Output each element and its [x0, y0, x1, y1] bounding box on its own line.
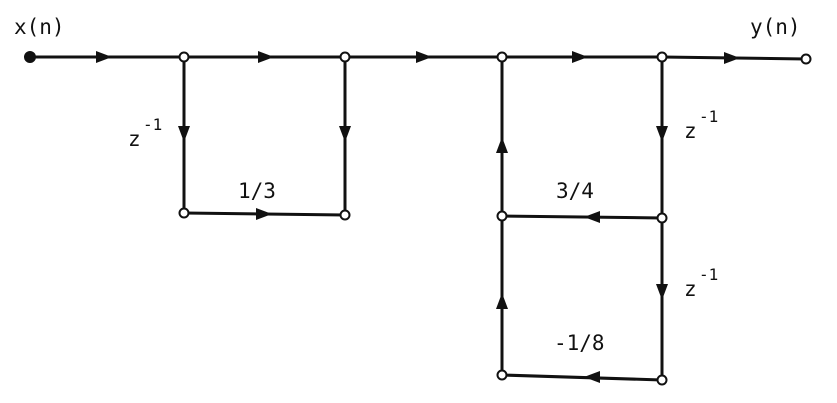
- arrow-down-1: [178, 126, 190, 142]
- arrow-down-3: [656, 126, 668, 142]
- output-label: y(n): [750, 15, 801, 39]
- node-n6: [339, 209, 351, 221]
- delay-label-second-a-base: z: [684, 119, 697, 143]
- coef-label-one-third: 1/3: [238, 179, 276, 203]
- node-n9: [656, 374, 668, 386]
- output-node: [800, 53, 812, 65]
- node-n10: [496, 369, 508, 381]
- arrow-right-6: [256, 208, 272, 220]
- delay-label-second-a-exp: -1: [699, 107, 718, 126]
- arrow-right-1: [96, 51, 112, 63]
- branch-coef-neg-one-eighth: [500, 373, 664, 382]
- arrow-right-5: [724, 52, 740, 64]
- delay-label-first-exp: -1: [143, 115, 162, 134]
- node-n3: [496, 51, 508, 63]
- delay-label-second-b-base: z: [684, 277, 697, 301]
- branch-coef-three-quarters: [500, 214, 664, 220]
- input-node: [24, 51, 36, 63]
- node-n2: [339, 51, 351, 63]
- coef-label-three-quarters: 3/4: [556, 179, 594, 203]
- delay-label-second-b-exp: -1: [699, 265, 718, 284]
- node-n8: [496, 210, 508, 222]
- node-n1: [178, 51, 190, 63]
- node-n5: [178, 207, 190, 219]
- node-n4: [656, 51, 668, 63]
- node-n7: [656, 212, 668, 224]
- arrow-down-4: [656, 284, 668, 300]
- arrow-up-2: [496, 293, 508, 309]
- arrow-left-2: [584, 371, 600, 383]
- arrow-up-1: [496, 137, 508, 153]
- arrow-right-4: [572, 51, 588, 63]
- coef-label-neg-one-eighth: -1/8: [554, 331, 605, 355]
- arrow-right-3: [416, 51, 432, 63]
- arrow-right-2: [258, 51, 274, 63]
- delay-label-first-base: z: [128, 127, 141, 151]
- arrow-left-1: [584, 211, 600, 223]
- arrow-down-2: [339, 126, 351, 142]
- input-label: x(n): [14, 15, 65, 39]
